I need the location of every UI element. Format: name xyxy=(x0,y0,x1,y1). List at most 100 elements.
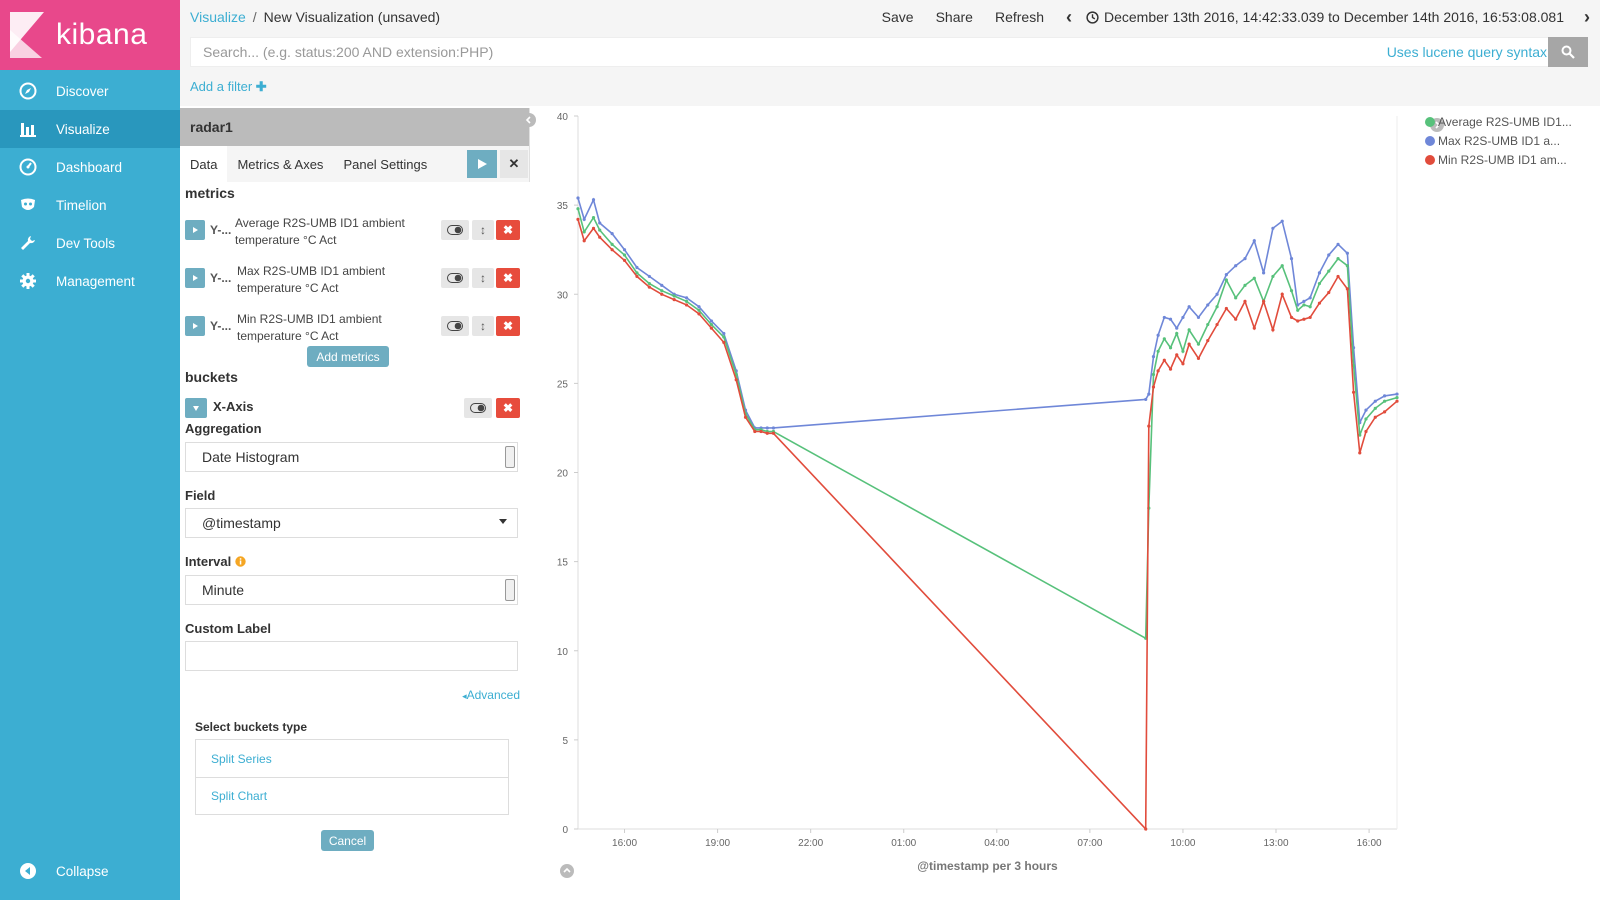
search-button[interactable] xyxy=(1548,37,1588,67)
refresh-button[interactable]: Refresh xyxy=(994,9,1044,25)
split-series-option[interactable]: Split Series xyxy=(211,751,272,766)
toggle-icon xyxy=(447,321,463,331)
sidebar-collapse-button[interactable]: Collapse xyxy=(0,852,180,890)
data-point xyxy=(1243,299,1247,303)
time-picker[interactable]: December 13th 2016, 14:42:33.039 to Dece… xyxy=(1086,9,1564,25)
move-metric-handle[interactable]: ↕ xyxy=(472,316,494,336)
share-button[interactable]: Share xyxy=(935,9,973,25)
sidebar-item-dashboard[interactable]: Dashboard xyxy=(0,148,180,186)
expand-metric-button[interactable] xyxy=(185,268,205,288)
metric-label: Min R2S-UMB ID1 ambient temperature °C A… xyxy=(237,312,382,343)
data-point xyxy=(1308,296,1312,300)
y-tick-label: 35 xyxy=(557,201,569,212)
search-icon xyxy=(1561,45,1575,59)
interval-select[interactable]: Minute xyxy=(185,575,518,605)
gauge-icon xyxy=(18,157,38,177)
metric-axis-prefix: Y-... xyxy=(210,223,232,237)
collapse-editor-button[interactable] xyxy=(522,113,536,127)
caret-right-icon xyxy=(193,275,198,281)
remove-metric-button[interactable]: ✖ xyxy=(496,316,520,336)
sidebar-item-management[interactable]: Management xyxy=(0,262,180,300)
move-metric-handle[interactable]: ↕ xyxy=(472,268,494,288)
data-point xyxy=(1351,390,1356,394)
data-point xyxy=(610,248,614,252)
add-filter-button[interactable]: Add a filter ✚ xyxy=(190,79,267,95)
x-tick-label: 22:00 xyxy=(798,838,823,849)
toggle-spy-panel-button[interactable] xyxy=(560,864,574,878)
data-point xyxy=(647,281,651,286)
data-point xyxy=(660,292,664,296)
data-point xyxy=(1271,226,1275,230)
remove-metric-button[interactable]: ✖ xyxy=(496,220,520,240)
breadcrumb-visualize[interactable]: Visualize xyxy=(190,9,246,25)
data-point xyxy=(591,216,596,220)
y-tick-label: 30 xyxy=(557,290,569,301)
chevron-right-icon[interactable]: › xyxy=(1584,6,1590,27)
add-metrics-button[interactable]: Add metrics xyxy=(307,346,389,367)
expand-metric-button[interactable] xyxy=(185,220,205,240)
aggregation-select[interactable]: Date Histogram xyxy=(185,442,518,472)
lucene-syntax-link[interactable]: Uses lucene query syntax xyxy=(1386,44,1547,60)
bucket-types-list: Split Series Split Chart xyxy=(195,739,509,815)
data-point xyxy=(722,335,726,339)
data-point xyxy=(1373,406,1377,410)
expand-metric-button[interactable] xyxy=(185,316,205,336)
metric-axis-prefix: Y-... xyxy=(210,271,232,285)
toggle-metric-button[interactable] xyxy=(441,268,469,288)
data-point xyxy=(1147,424,1151,428)
data-point xyxy=(743,415,748,419)
data-point xyxy=(1168,367,1173,371)
remove-bucket-button[interactable]: ✖ xyxy=(496,398,520,418)
advanced-toggle[interactable]: ◂Advanced xyxy=(462,688,520,702)
sidebar-item-visualize[interactable]: Visualize xyxy=(0,110,180,148)
data-point xyxy=(1243,257,1247,261)
toggle-bucket-button[interactable] xyxy=(464,398,492,418)
data-point xyxy=(1382,410,1387,414)
data-point xyxy=(1243,283,1247,287)
kibana-logo[interactable]: kibana xyxy=(0,0,180,70)
custom-label-input[interactable] xyxy=(185,641,518,671)
chevron-left-icon[interactable]: ‹ xyxy=(1065,6,1072,27)
collapse-bucket-button[interactable] xyxy=(185,398,207,418)
legend-item[interactable]: Min R2S-UMB ID1 am... xyxy=(1425,153,1567,167)
sidebar-item-dev-tools[interactable]: Dev Tools xyxy=(0,224,180,262)
discard-changes-button[interactable]: ✕ xyxy=(500,150,528,178)
search-input[interactable] xyxy=(203,44,1303,60)
legend-item[interactable]: Max R2S-UMB ID1 a... xyxy=(1425,134,1560,148)
data-point xyxy=(1196,342,1201,346)
legend-item[interactable]: Average R2S-UMB ID1... xyxy=(1425,115,1572,129)
clock-icon xyxy=(1086,10,1099,24)
tab-data[interactable]: Data xyxy=(180,146,228,182)
data-point xyxy=(1296,308,1300,312)
data-point xyxy=(1327,290,1331,295)
data-point xyxy=(591,226,596,230)
remove-metric-button[interactable]: ✖ xyxy=(496,268,520,288)
move-metric-handle[interactable]: ↕ xyxy=(472,220,494,240)
sidebar-item-timelion[interactable]: Timelion xyxy=(0,186,180,224)
tab-panel-settings[interactable]: Panel Settings xyxy=(343,156,428,172)
sidebar-item-discover[interactable]: Discover xyxy=(0,72,180,110)
x-tick-label: 19:00 xyxy=(705,838,730,849)
cancel-button[interactable]: Cancel xyxy=(321,830,374,851)
field-select[interactable]: @timestamp xyxy=(185,508,518,538)
data-point xyxy=(576,196,580,200)
toggle-metric-button[interactable] xyxy=(441,316,469,336)
data-point xyxy=(1144,827,1148,831)
save-button[interactable]: Save xyxy=(881,9,914,25)
data-point xyxy=(709,326,713,330)
data-point xyxy=(635,274,639,279)
data-point xyxy=(1215,305,1219,309)
toggle-metric-button[interactable] xyxy=(441,220,469,240)
sidebar-item-label: Visualize xyxy=(56,121,110,137)
info-icon[interactable] xyxy=(235,556,246,567)
data-point xyxy=(1364,417,1368,421)
apply-changes-button[interactable] xyxy=(467,150,497,178)
data-point xyxy=(1252,239,1256,243)
data-point xyxy=(1373,399,1377,403)
updown-arrow-icon: ↕ xyxy=(480,319,486,333)
data-point xyxy=(1252,276,1256,280)
tab-metrics-axes[interactable]: Metrics & Axes xyxy=(237,156,324,172)
data-point xyxy=(1147,392,1151,396)
metric-label: Max R2S-UMB ID1 ambient temperature °C A… xyxy=(237,264,386,295)
split-chart-option[interactable]: Split Chart xyxy=(196,777,508,814)
